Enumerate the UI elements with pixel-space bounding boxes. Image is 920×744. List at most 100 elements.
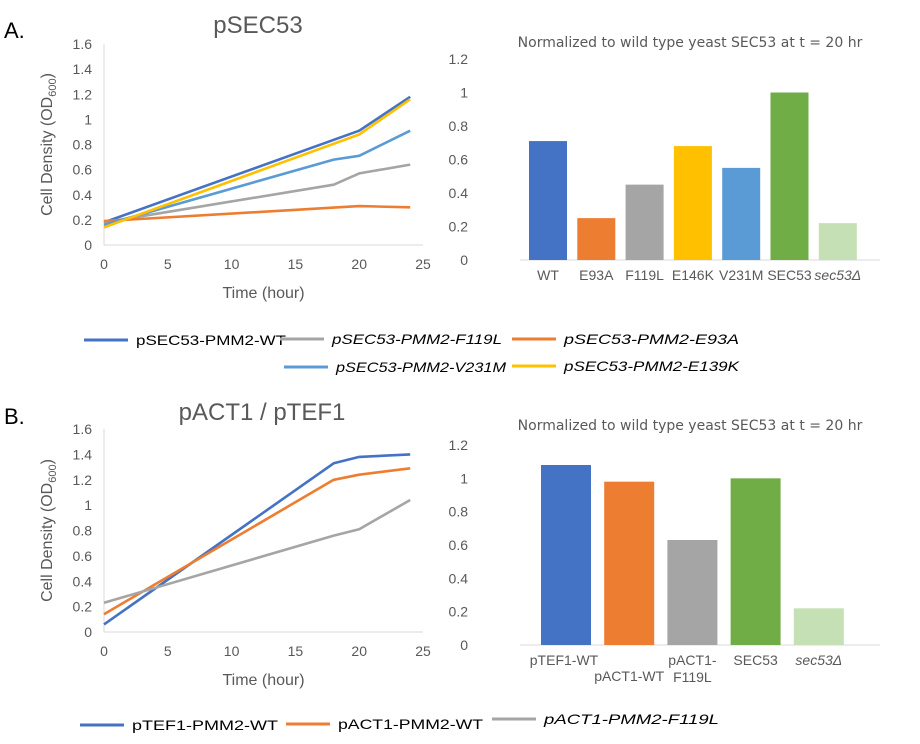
- a-bar-category-label: WT: [537, 267, 559, 283]
- b-bar-y-tick-label: 1: [460, 470, 468, 486]
- b-bar-y-tick-label: 0.2: [449, 604, 469, 620]
- b-bar-category-label-line: pACT1-WT: [594, 668, 664, 684]
- b-line-series-2-line: [103, 467, 411, 616]
- b-bar-y-tick-label: 0: [460, 637, 468, 653]
- a-line-x-axis-label: Time (hour): [222, 285, 304, 302]
- a-line-series-2-line: [103, 163, 411, 224]
- b-line-x-tick-label: 10: [224, 643, 240, 659]
- b-bar-category-label: pACT1-WT: [594, 668, 664, 684]
- b-line-y-tick-label: 1: [84, 497, 92, 513]
- a-line-y-tick-label: 1.4: [73, 61, 93, 77]
- b-line-y-tick-label: 0: [84, 624, 92, 640]
- a-bar-y-tick-label: 1: [460, 85, 468, 101]
- b-line-legend-item: pACT1-PMM2-WT: [286, 716, 484, 732]
- a-bar-bar-5: [722, 167, 761, 260]
- a-bar-y-tick-label: 0: [460, 252, 468, 268]
- b-line-y-tick-label: 0.8: [73, 523, 93, 539]
- a-line-y-tick-label: 1.6: [73, 36, 93, 52]
- b-line-x-tick-label: 20: [351, 643, 367, 659]
- a-line-x-tick-label: 20: [351, 256, 367, 272]
- b-bar-category-label: SEC53: [733, 652, 778, 668]
- a-line-y-axis-label-close: ): [39, 73, 56, 78]
- a-line-x-tick-label: 25: [415, 256, 431, 272]
- b-line-legend-label: pACT1-PMM2-F119L: [543, 711, 719, 727]
- b-bar-category-label: sec53Δ: [795, 652, 842, 668]
- a-line-legend-item: pSEC53-PMM2-F119L: [280, 331, 502, 347]
- a-line-legend-label: pSEC53-PMM2-F119L: [331, 331, 502, 347]
- a-line-title: pSEC53: [213, 12, 302, 39]
- b-line-legend-item: pACT1-PMM2-F119L: [492, 711, 719, 727]
- b-line-legend-label: pACT1-PMM2-WT: [338, 716, 484, 732]
- a-bar-bar-4: [673, 146, 712, 260]
- a-bar-y-tick-label: 0.4: [449, 185, 469, 201]
- b-line-y-axis-label-main: Cell Density (OD: [39, 483, 56, 602]
- b-bar-bar-2: [604, 481, 655, 645]
- b-line-series-1-line: [103, 453, 411, 626]
- a-bar-y-tick-label: 0.8: [449, 118, 469, 134]
- b-line-legend-label: pTEF1-PMM2-WT: [132, 717, 279, 733]
- b-bar-category-label-line: pACT1-: [668, 652, 717, 668]
- b-bar-bar-5: [793, 608, 844, 645]
- a-line-x-tick-label: 0: [100, 256, 108, 272]
- b-line-x-tick-label: 0: [100, 643, 108, 659]
- b-line-x-tick-label: 5: [164, 643, 172, 659]
- a-line-y-tick-label: 1.2: [73, 86, 93, 102]
- a-line-y-axis-label: Cell Density (OD600): [39, 73, 59, 216]
- b-bar-bar-1: [541, 465, 591, 645]
- b-line-y-tick-label: 0.6: [73, 548, 93, 564]
- a-bar-category-label: E93A: [579, 267, 614, 283]
- a-line-y-tick-label: 0.4: [73, 187, 93, 203]
- b-line-y-axis-label: Cell Density (OD600): [39, 459, 59, 602]
- a-line-y-tick-label: 0.2: [73, 212, 93, 228]
- b-bar-category-label-line: pTEF1-WT: [530, 652, 599, 668]
- a-line-series-1-line: [103, 95, 411, 224]
- a-line-series-5-line: [103, 98, 411, 229]
- b-bar-y-tick-label: 0.4: [449, 570, 469, 586]
- a-line-series-3-line: [103, 204, 411, 223]
- b-line-x-tick-label: 25: [415, 643, 431, 659]
- b-line-y-tick-label: 1.4: [73, 446, 93, 462]
- b-line-x-tick-label: 15: [288, 643, 304, 659]
- b-line-legend-item: pTEF1-PMM2-WT: [80, 717, 279, 733]
- a-line-y-axis-label-sub: 600: [47, 78, 59, 96]
- b-bar-y-tick-label: 1.2: [449, 437, 469, 453]
- b-bar-category-label-line: sec53Δ: [795, 652, 842, 668]
- a-bar-category-label: F119L: [625, 267, 664, 283]
- b-bar-title: Normalized to wild type yeast SEC53 at t…: [518, 418, 863, 434]
- a-bar-y-tick-label: 1.2: [449, 51, 469, 67]
- a-line-x-tick-label: 10: [224, 256, 240, 272]
- a-line-y-tick-label: 1: [84, 111, 92, 127]
- a-line-legend-item: pSEC53-PMM2-WT: [84, 332, 287, 348]
- b-line-title: pACT1 / pTEF1: [179, 399, 346, 426]
- a-line-x-tick-label: 15: [288, 256, 304, 272]
- a-line-y-tick-label: 0.6: [73, 162, 93, 178]
- b-line-x-axis-label: Time (hour): [222, 672, 304, 689]
- a-bar-bar-1: [529, 141, 567, 260]
- a-bar-category-label: SEC53: [767, 267, 812, 283]
- b-line-y-tick-label: 1.2: [73, 472, 93, 488]
- b-bar-category-label: pTEF1-WT: [530, 652, 599, 668]
- a-bar-category-label: sec53Δ: [814, 267, 861, 283]
- b-line-series-3-line: [103, 498, 411, 605]
- a-bar-bar-2: [577, 218, 616, 260]
- a-bar-title: Normalized to wild type yeast SEC53 at t…: [518, 35, 863, 51]
- b-line-y-tick-label: 1.6: [73, 421, 93, 437]
- a-line-legend-item: pSEC53-PMM2-E93A: [512, 331, 739, 347]
- b-bar-y-tick-label: 0.8: [449, 504, 469, 520]
- a-bar-y-tick-label: 0.6: [449, 152, 469, 168]
- a-line-legend-item: pSEC53-PMM2-E139K: [512, 358, 740, 374]
- a-line-x-tick-label: 5: [164, 256, 172, 272]
- b-bar-y-tick-label: 0.6: [449, 537, 469, 553]
- b-bar-category-label: pACT1-F119L: [668, 652, 717, 685]
- a-line-y-axis-label-main: Cell Density (OD: [39, 97, 56, 216]
- a-line-legend-label: pSEC53-PMM2-WT: [136, 332, 287, 348]
- a-bar-y-tick-label: 0.2: [449, 219, 469, 235]
- b-line-y-tick-label: 0.4: [73, 573, 93, 589]
- b-bar-category-label-line: F119L: [673, 669, 712, 685]
- b-line-y-axis-label-sub: 600: [47, 464, 59, 482]
- a-line-legend-item: pSEC53-PMM2-V231M: [284, 359, 506, 375]
- a-bar-bar-6: [770, 92, 809, 260]
- a-bar-bar-7: [818, 223, 857, 260]
- a-bar-category-label: E146K: [672, 267, 715, 283]
